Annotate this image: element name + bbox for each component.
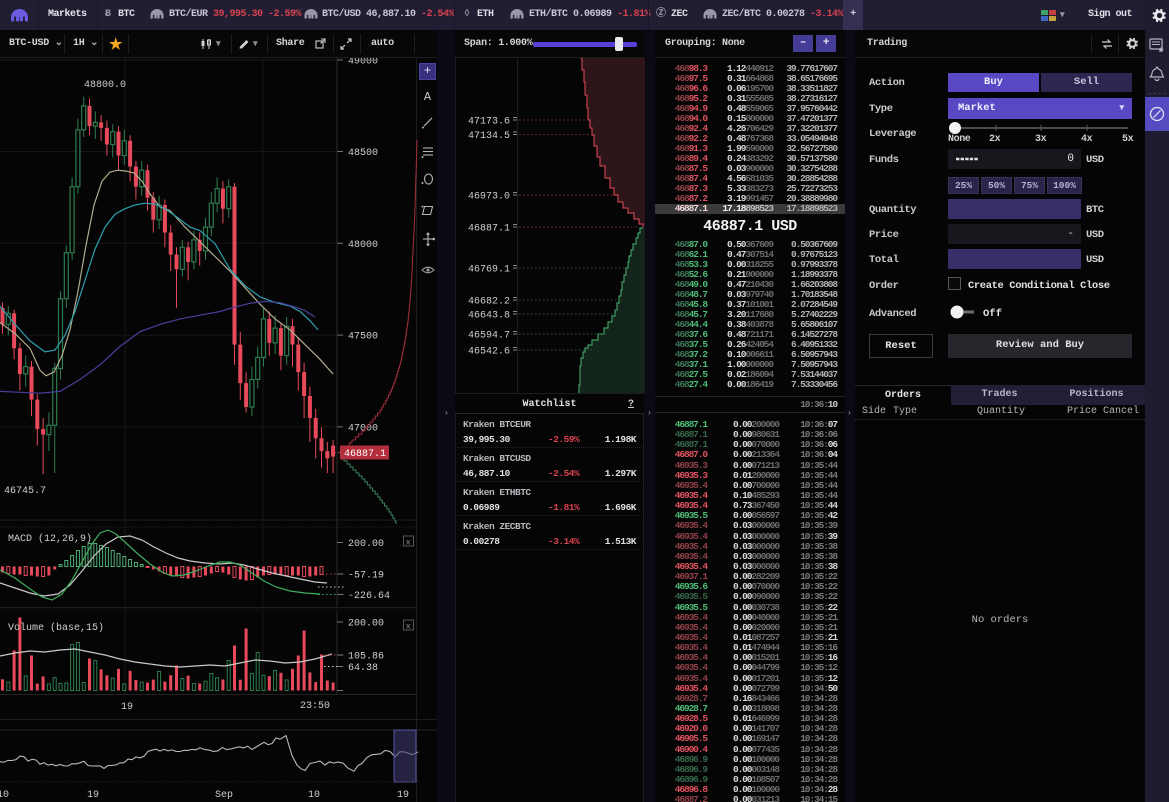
svg-text:Sep: Sep <box>215 790 233 801</box>
svg-text:200.00: 200.00 <box>348 619 384 630</box>
svg-text:47134.5: 47134.5 <box>468 131 510 142</box>
svg-text:48000: 48000 <box>348 240 378 251</box>
svg-text:46643.8: 46643.8 <box>468 311 510 322</box>
svg-text:x: x <box>406 538 411 547</box>
svg-text:19: 19 <box>397 790 409 801</box>
svg-text:46682.2: 46682.2 <box>468 297 510 308</box>
svg-text:46745.7: 46745.7 <box>4 486 46 497</box>
svg-text:46887.1: 46887.1 <box>468 224 510 235</box>
svg-text:19: 19 <box>121 702 133 713</box>
svg-text:19: 19 <box>87 790 99 801</box>
svg-text:x: x <box>406 622 411 631</box>
svg-text:46973.0: 46973.0 <box>468 192 510 203</box>
svg-text:-226.64: -226.64 <box>348 591 390 602</box>
svg-text:47000: 47000 <box>348 423 378 434</box>
svg-text:Volume (base,15): Volume (base,15) <box>8 622 104 634</box>
svg-text:MACD (12,26,9): MACD (12,26,9) <box>8 533 92 545</box>
svg-text:46594.7: 46594.7 <box>468 331 510 342</box>
svg-text:200.00: 200.00 <box>348 539 384 550</box>
svg-text:10: 10 <box>0 790 9 801</box>
svg-text:64.38: 64.38 <box>348 663 378 674</box>
svg-text:46769.1: 46769.1 <box>468 265 510 276</box>
svg-text:23:50: 23:50 <box>300 701 330 712</box>
svg-text:46542.6: 46542.6 <box>468 347 510 358</box>
svg-text:105.86: 105.86 <box>348 652 384 663</box>
svg-text:48500: 48500 <box>348 148 378 159</box>
svg-text:47173.6: 47173.6 <box>468 117 510 128</box>
svg-text:48800.0: 48800.0 <box>84 80 126 91</box>
svg-text:10: 10 <box>308 790 320 801</box>
svg-text:49000: 49000 <box>348 58 378 68</box>
svg-text:47500: 47500 <box>348 332 378 343</box>
svg-text:46887.1: 46887.1 <box>344 449 386 460</box>
svg-text:-57.19: -57.19 <box>348 571 384 582</box>
